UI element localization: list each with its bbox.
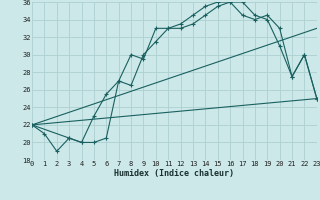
X-axis label: Humidex (Indice chaleur): Humidex (Indice chaleur): [115, 169, 234, 178]
